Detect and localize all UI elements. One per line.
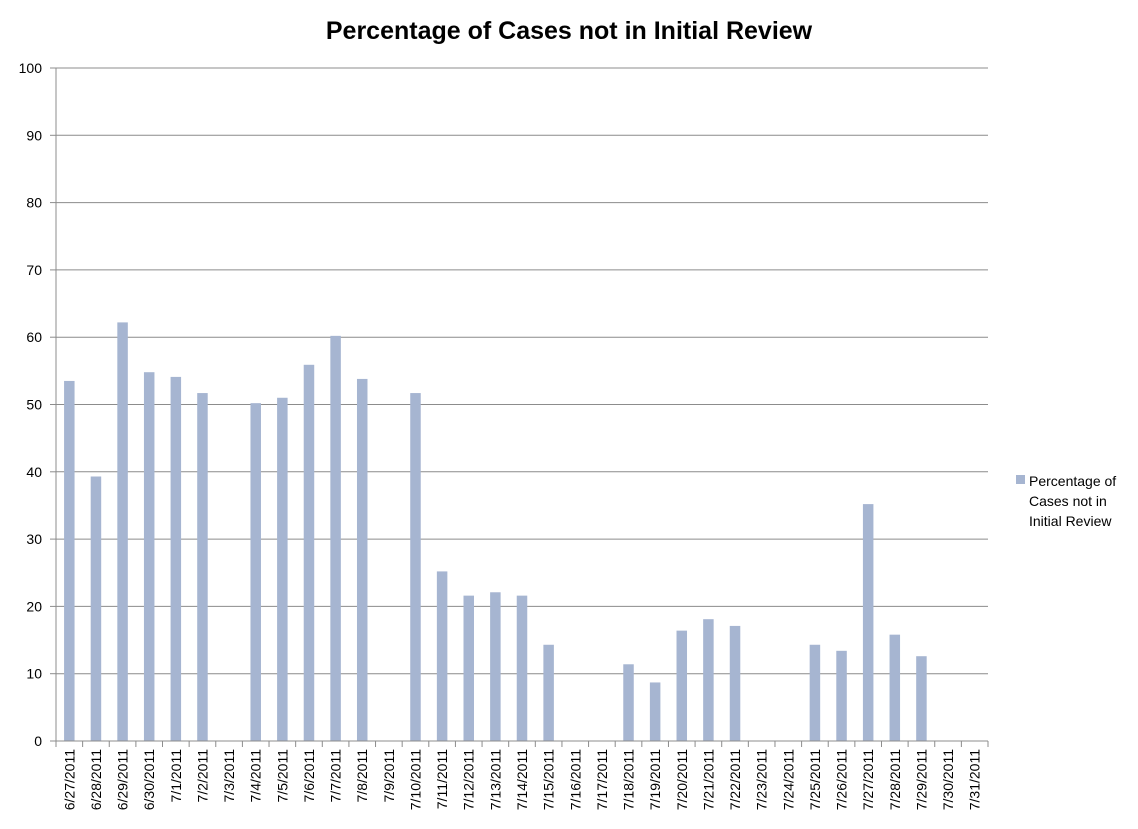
- x-tick-label: 7/7/2011: [328, 749, 344, 803]
- x-tick-label: 7/29/2011: [913, 749, 929, 810]
- bar: [703, 619, 714, 741]
- bar: [463, 595, 474, 741]
- x-tick-label: 7/19/2011: [647, 749, 663, 810]
- x-tick-label: 7/28/2011: [887, 749, 903, 810]
- bar: [64, 380, 75, 741]
- x-tick-label: 7/25/2011: [807, 749, 823, 810]
- bar: [490, 592, 501, 741]
- x-tick-label: 7/6/2011: [301, 749, 317, 803]
- y-tick-label: 20: [26, 598, 42, 614]
- bar: [649, 682, 661, 741]
- bar: [117, 322, 128, 741]
- x-tick-label: 7/24/2011: [780, 749, 796, 810]
- chart-title: Percentage of Cases not in Initial Revie…: [326, 17, 813, 45]
- x-tick-label: 7/26/2011: [834, 749, 850, 810]
- x-tick-label: 6/28/2011: [88, 749, 104, 810]
- x-tick-label: 7/12/2011: [461, 749, 477, 810]
- bar: [303, 364, 315, 741]
- bar: [729, 625, 741, 741]
- bar: [410, 393, 421, 741]
- bar: [170, 376, 182, 741]
- legend-label-line: Cases not in: [1029, 493, 1107, 509]
- x-tick-label: 7/18/2011: [621, 749, 637, 810]
- x-tick-label: 7/22/2011: [727, 749, 743, 810]
- bar: [143, 372, 155, 741]
- bar: [836, 650, 847, 741]
- x-tick-label: 7/1/2011: [168, 749, 184, 803]
- x-tick-label: 7/14/2011: [514, 749, 530, 810]
- y-tick-label: 50: [26, 397, 42, 413]
- x-tick-label: 7/31/2011: [967, 749, 983, 810]
- x-tick-label: 7/4/2011: [248, 749, 264, 803]
- y-tick-label: 30: [26, 531, 42, 547]
- legend-swatch: [1016, 475, 1025, 484]
- y-tick-label: 60: [26, 329, 42, 345]
- x-tick-label: 7/9/2011: [381, 749, 397, 803]
- bar: [623, 664, 634, 741]
- bar: [862, 504, 874, 741]
- x-tick-label: 7/13/2011: [487, 749, 503, 810]
- y-tick-label: 90: [26, 127, 42, 143]
- bars: [64, 322, 927, 741]
- y-tick-label: 0: [34, 733, 42, 749]
- legend: Percentage of Cases not in Initial Review: [1016, 473, 1116, 529]
- x-tick-label: 6/27/2011: [61, 749, 77, 810]
- x-tick-label: 7/16/2011: [567, 749, 583, 810]
- bar: [330, 335, 341, 741]
- legend-label-line: Percentage of: [1029, 473, 1116, 489]
- gridlines: [56, 67, 988, 675]
- legend-label-line: Initial Review: [1029, 513, 1112, 529]
- x-tick-label: 7/17/2011: [594, 749, 610, 810]
- bar: [250, 403, 261, 741]
- bar: [889, 634, 901, 741]
- x-tick-label: 7/30/2011: [940, 749, 956, 810]
- bar: [277, 397, 288, 741]
- bar: [90, 476, 102, 741]
- bar: [197, 393, 208, 741]
- x-tick-label: 7/2/2011: [194, 749, 210, 803]
- bar: [809, 644, 821, 741]
- bar: [916, 656, 927, 741]
- legend-label: Percentage of Cases not in Initial Review: [1029, 473, 1116, 529]
- y-tick-label: 100: [19, 60, 43, 76]
- x-tick-label: 7/20/2011: [674, 749, 690, 810]
- axes: [50, 67, 989, 747]
- x-tick-label: 7/23/2011: [754, 749, 770, 810]
- x-axis-ticks: 6/27/2011 6/28/2011 6/29/2011 6/30/2011 7/1/…: [61, 749, 982, 810]
- x-tick-label: 7/11/2011: [434, 749, 450, 809]
- y-tick-label: 10: [26, 666, 42, 682]
- x-tick-label: 6/29/2011: [115, 749, 131, 810]
- y-axis-ticks: 0 10 20 30 40 50 60 70 80 90 100: [19, 60, 43, 749]
- y-tick-label: 70: [26, 262, 42, 278]
- x-tick-label: 7/15/2011: [541, 749, 557, 810]
- bar: [676, 630, 688, 741]
- x-tick-label: 7/10/2011: [407, 749, 423, 810]
- bar: [543, 644, 554, 741]
- y-tick-label: 40: [26, 464, 42, 480]
- x-tick-label: 7/3/2011: [221, 749, 237, 803]
- y-tick-label: 80: [26, 195, 42, 211]
- x-tick-label: 6/30/2011: [141, 749, 157, 810]
- x-tick-label: 7/27/2011: [860, 749, 876, 810]
- bar: [356, 378, 368, 741]
- bar: [516, 595, 528, 741]
- bar: [436, 571, 448, 741]
- x-tick-label: 7/8/2011: [354, 749, 370, 803]
- x-tick-label: 7/5/2011: [274, 749, 290, 803]
- x-tick-label: 7/21/2011: [700, 749, 716, 810]
